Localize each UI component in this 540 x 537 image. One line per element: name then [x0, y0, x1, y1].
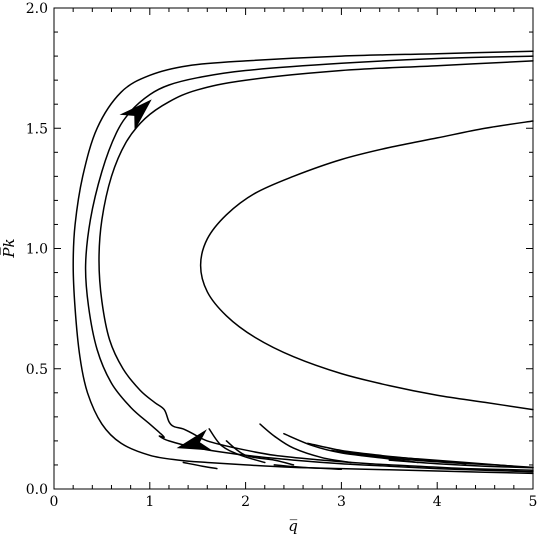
series-line-3 [84, 55, 534, 473]
arrows-group [119, 99, 213, 451]
trajectory-segment-4 [283, 432, 419, 464]
series-line-4 [98, 60, 534, 471]
y-tick-label: 0.5 [26, 362, 48, 378]
curves-group [72, 50, 534, 475]
y-tick-label: 2.0 [26, 1, 48, 17]
x-tick-label: 0 [50, 494, 59, 510]
x-tick-label: 2 [241, 494, 250, 510]
trajectory-segment-1 [208, 428, 266, 464]
direction-arrow-2 [176, 429, 213, 451]
x-tick-label: 4 [433, 494, 442, 510]
x-tick-label: 1 [145, 494, 154, 510]
trajectory-segment-9 [273, 464, 343, 471]
y-tick-label: 0.0 [26, 482, 48, 498]
x-tick-label: 5 [529, 494, 538, 510]
trajectory-segment-10 [182, 461, 218, 470]
trajectory-segment-3 [259, 423, 352, 464]
y-axis-ticks: 0.0 0.5 1.0 1.5 2.0 [26, 1, 533, 498]
x-axis-ticks: 0 1 2 3 4 5 [50, 8, 538, 510]
plot-frame [53, 7, 534, 490]
direction-arrow-1 [119, 99, 152, 131]
trajectory-segment-8 [388, 459, 534, 469]
trajectory-segment-2 [225, 440, 295, 466]
y-axis-label: P̅k [0, 238, 18, 258]
trajectory-segment-7 [359, 454, 534, 469]
x-axis-label: q̅ [288, 517, 298, 535]
series-line-1 [199, 120, 534, 411]
y-tick-label: 1.0 [26, 242, 48, 258]
x-tick-label: 3 [337, 494, 346, 510]
y-tick-label: 1.5 [26, 121, 48, 137]
